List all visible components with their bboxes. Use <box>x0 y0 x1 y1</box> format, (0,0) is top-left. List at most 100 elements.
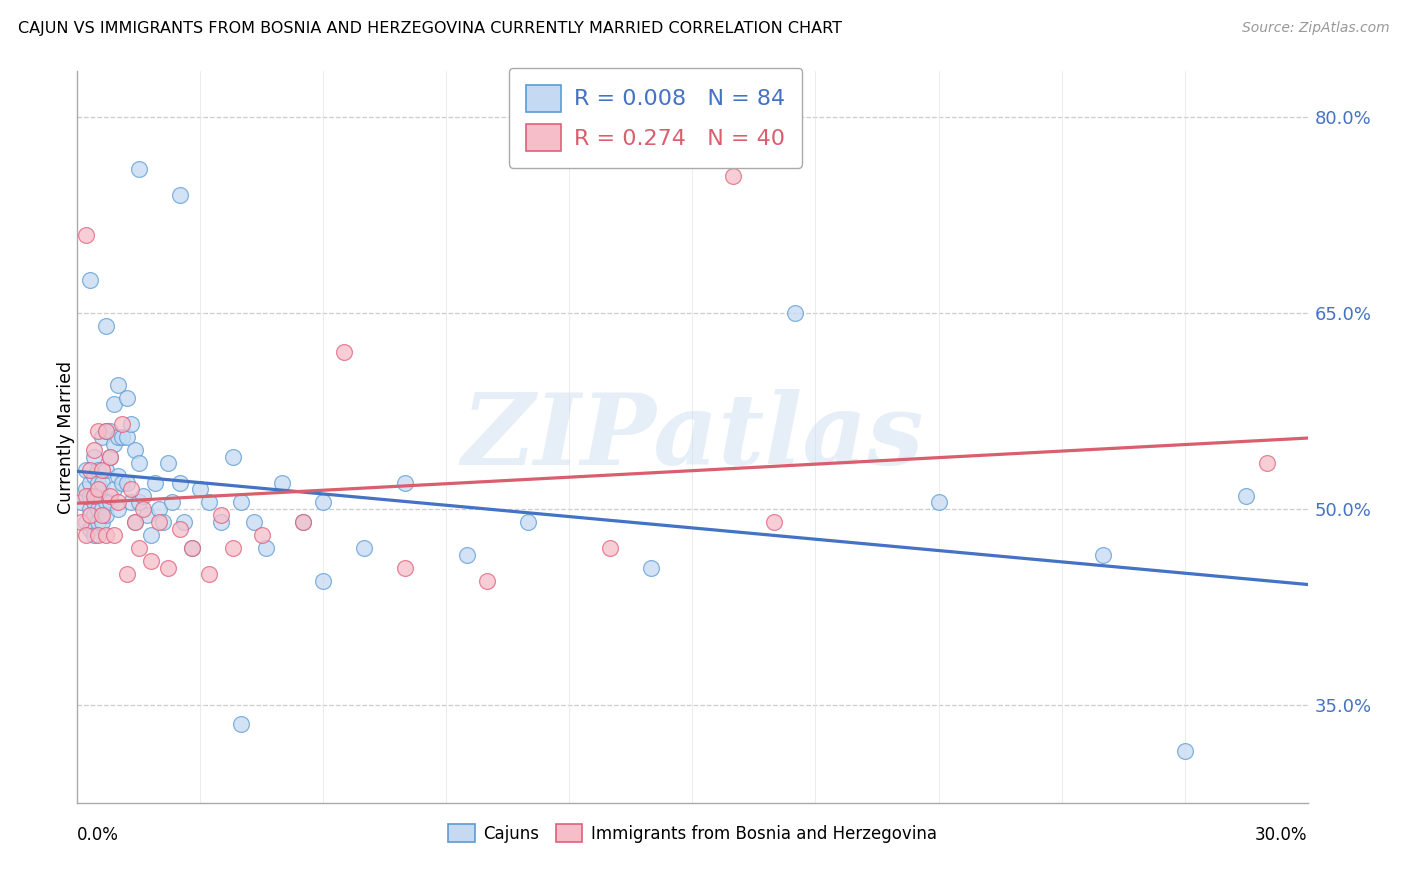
Point <box>181 541 204 555</box>
Point <box>94 424 117 438</box>
Point <box>128 541 150 555</box>
Point <box>83 443 105 458</box>
Point <box>181 541 204 555</box>
Point <box>231 717 253 731</box>
Point <box>599 541 621 555</box>
Point <box>90 430 114 444</box>
Point <box>1234 489 1257 503</box>
Point <box>124 443 146 458</box>
Point <box>79 475 101 490</box>
Point <box>103 397 125 411</box>
Point <box>517 515 540 529</box>
Point <box>197 567 219 582</box>
Point <box>94 463 117 477</box>
Point <box>107 469 129 483</box>
Point <box>394 475 416 490</box>
Point <box>640 560 662 574</box>
Point <box>197 495 219 509</box>
Point <box>128 162 150 177</box>
Point <box>83 469 105 483</box>
Point <box>94 424 117 438</box>
Point <box>128 456 150 470</box>
Point <box>120 495 142 509</box>
Point <box>120 483 142 497</box>
Point <box>107 502 129 516</box>
Point <box>312 495 335 509</box>
Point <box>90 463 114 477</box>
Y-axis label: Currently Married: Currently Married <box>58 360 75 514</box>
Point <box>477 574 499 588</box>
Point <box>291 515 314 529</box>
Point <box>83 450 105 464</box>
Point <box>928 495 950 509</box>
Point <box>111 417 134 431</box>
Point <box>98 450 121 464</box>
Text: CAJUN VS IMMIGRANTS FROM BOSNIA AND HERZEGOVINA CURRENTLY MARRIED CORRELATION CH: CAJUN VS IMMIGRANTS FROM BOSNIA AND HERZ… <box>18 21 842 37</box>
Point <box>103 436 125 450</box>
Point <box>98 450 121 464</box>
Point <box>723 169 745 183</box>
Point <box>103 483 125 497</box>
Point <box>98 424 121 438</box>
Point <box>75 463 97 477</box>
Point <box>209 508 232 523</box>
Point <box>70 515 93 529</box>
Point <box>312 574 335 588</box>
Point <box>156 560 179 574</box>
Point <box>156 456 179 470</box>
Point <box>87 424 110 438</box>
Point <box>103 528 125 542</box>
Point <box>353 541 375 555</box>
Point <box>98 489 121 503</box>
Point <box>124 515 146 529</box>
Point <box>141 528 163 542</box>
Point <box>242 515 264 529</box>
Point <box>132 489 155 503</box>
Point <box>763 515 786 529</box>
Text: ZIPatlas: ZIPatlas <box>461 389 924 485</box>
Point <box>107 495 129 509</box>
Point <box>169 188 191 202</box>
Point <box>250 528 273 542</box>
Point <box>90 502 114 516</box>
Point <box>94 319 117 334</box>
Point <box>1174 743 1197 757</box>
Point <box>70 495 93 509</box>
Point <box>148 502 170 516</box>
Point <box>94 495 117 509</box>
Point <box>222 541 245 555</box>
Text: 0.0%: 0.0% <box>77 826 120 845</box>
Point <box>90 515 114 529</box>
Point <box>79 521 101 535</box>
Point <box>87 528 110 542</box>
Point <box>79 508 101 523</box>
Point <box>90 508 114 523</box>
Point <box>115 430 138 444</box>
Point <box>87 489 110 503</box>
Text: Source: ZipAtlas.com: Source: ZipAtlas.com <box>1241 21 1389 36</box>
Point <box>291 515 314 529</box>
Point <box>160 495 183 509</box>
Point <box>75 528 97 542</box>
Point <box>75 227 97 242</box>
Point <box>222 450 245 464</box>
Point <box>169 475 191 490</box>
Point <box>128 495 150 509</box>
Point <box>87 463 110 477</box>
Point <box>83 528 105 542</box>
Point <box>98 495 121 509</box>
Point <box>83 495 105 509</box>
Point <box>456 548 478 562</box>
Point <box>271 475 294 490</box>
Point <box>132 502 155 516</box>
Point <box>209 515 232 529</box>
Point <box>79 273 101 287</box>
Point <box>173 515 195 529</box>
Point <box>124 515 146 529</box>
Point <box>87 515 110 529</box>
Point <box>136 508 159 523</box>
Point <box>143 475 166 490</box>
Point <box>152 515 174 529</box>
Point <box>107 430 129 444</box>
Text: 30.0%: 30.0% <box>1256 826 1308 845</box>
